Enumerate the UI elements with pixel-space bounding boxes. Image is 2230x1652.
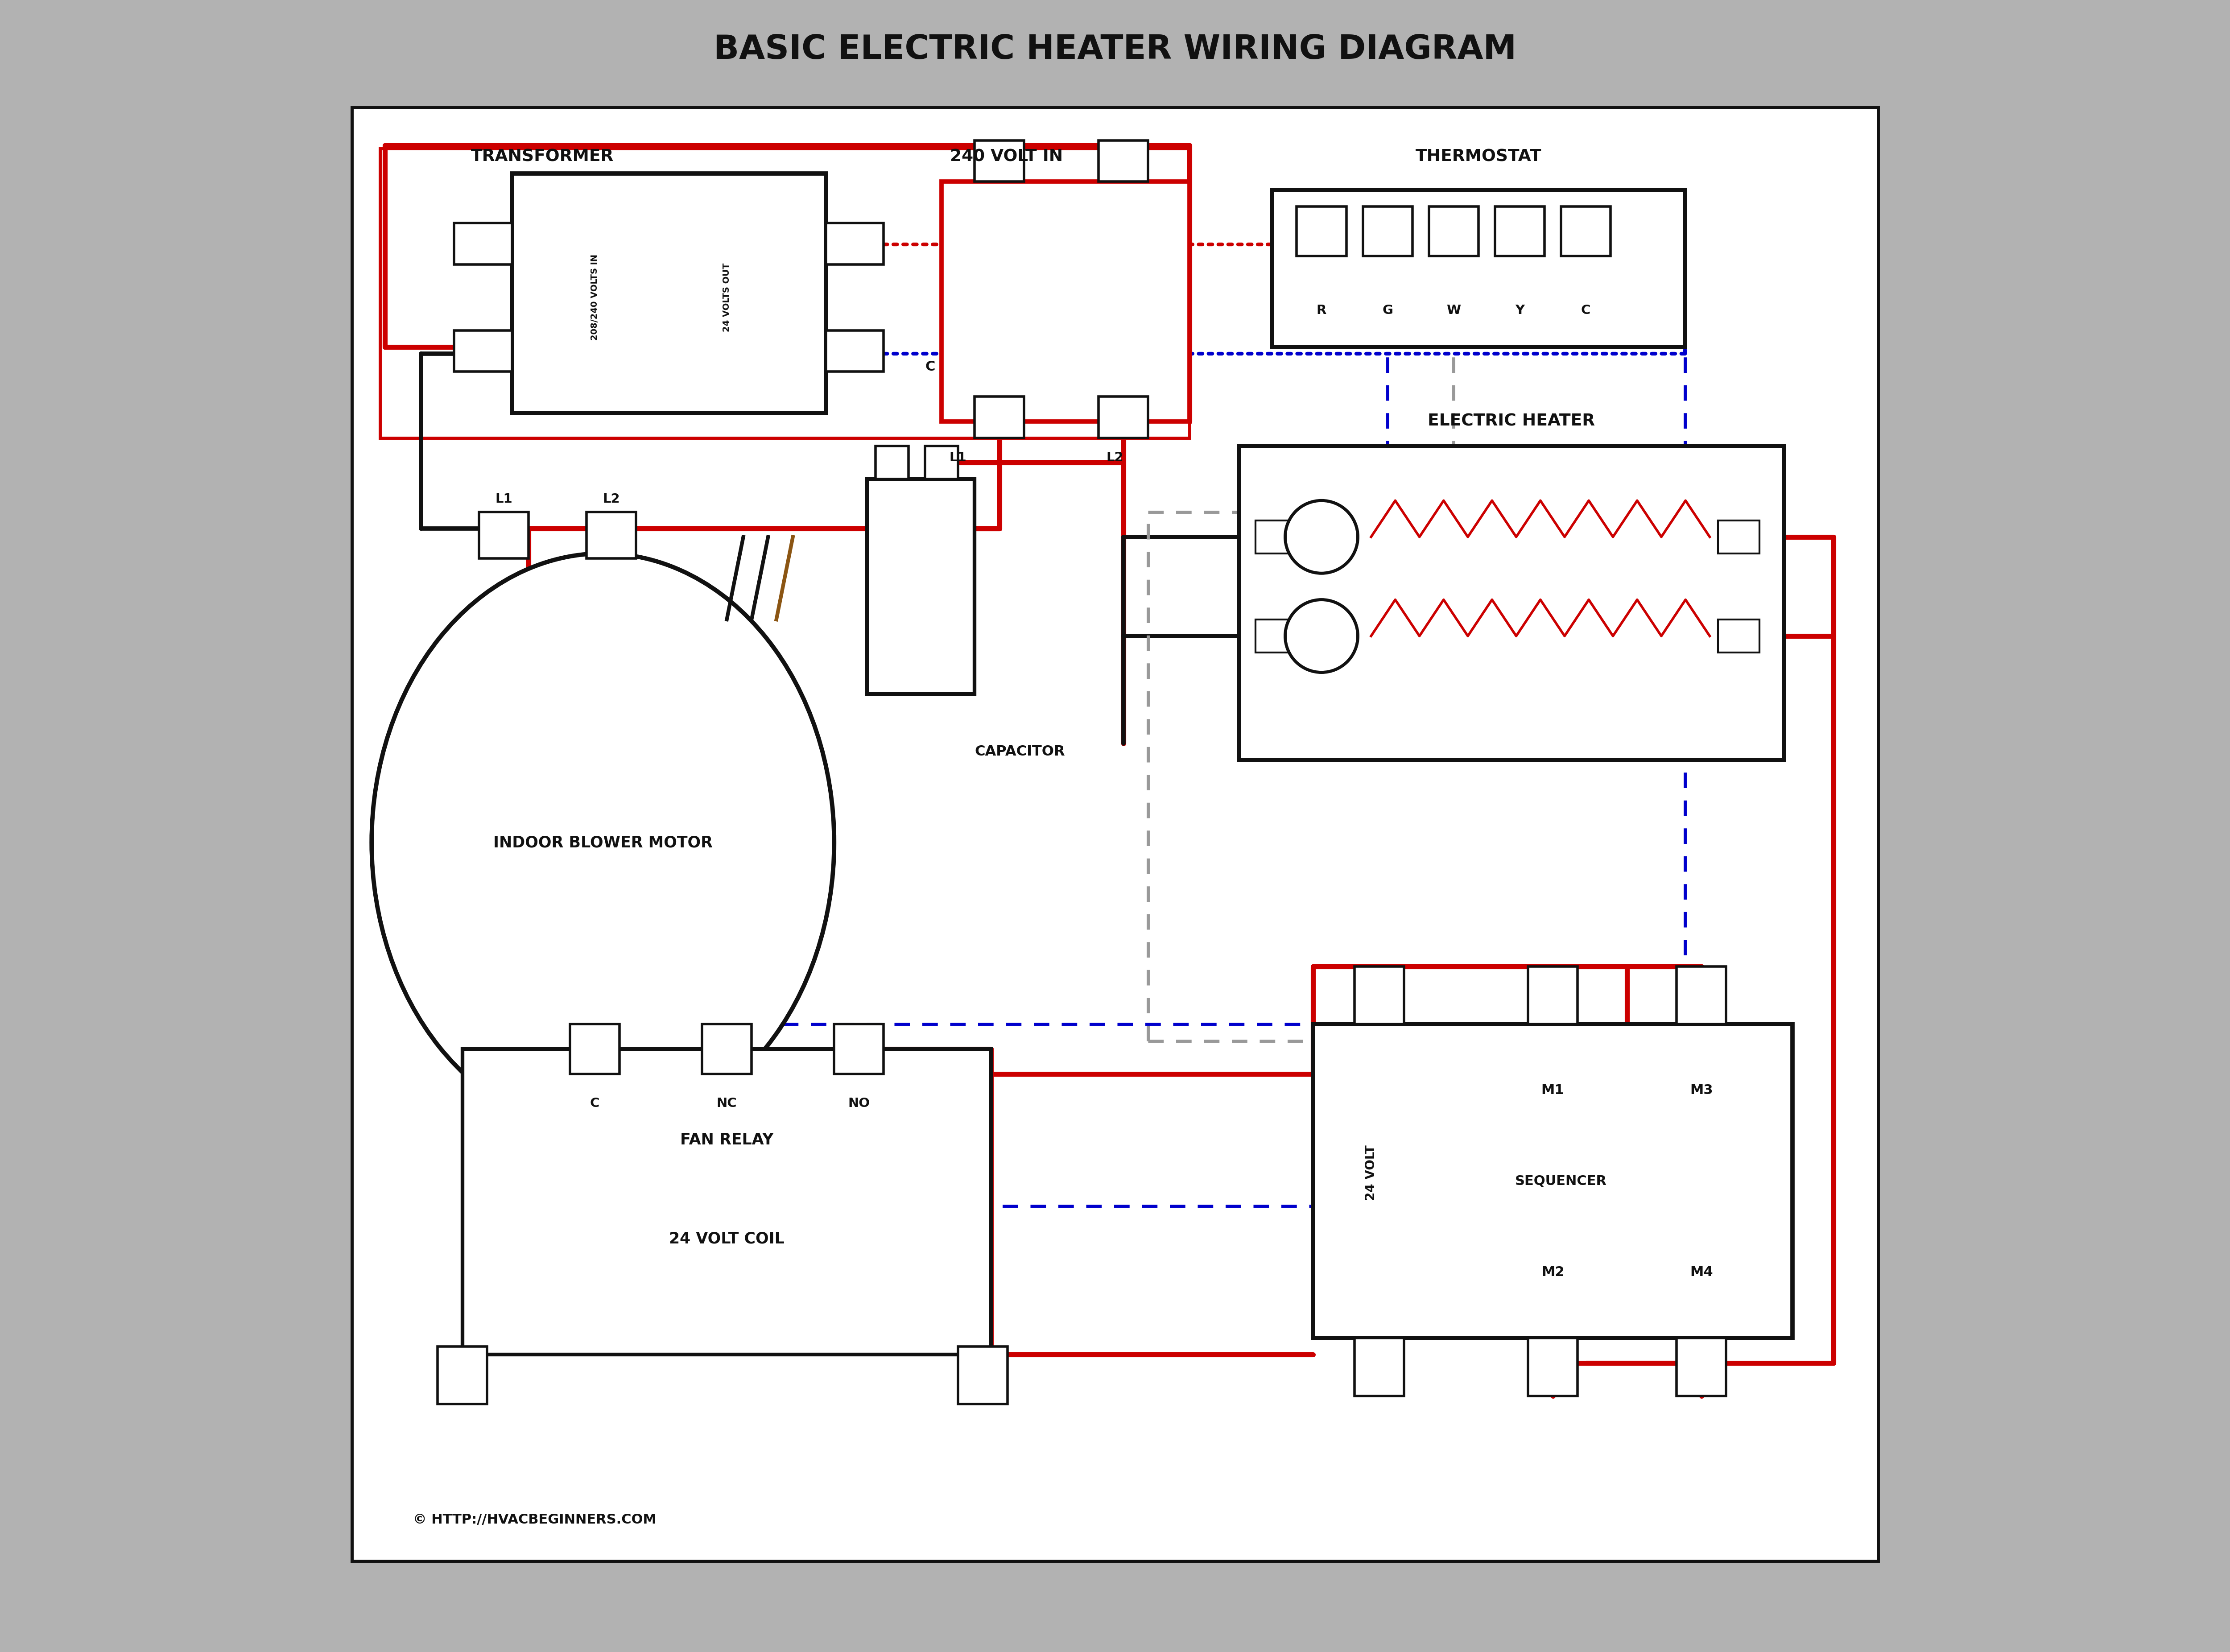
Bar [379,149,1189,438]
Text: 240 VOLT IN: 240 VOLT IN [950,149,1064,165]
Text: L2: L2 [602,492,620,506]
Text: M3: M3 [1690,1084,1713,1097]
Text: © HTTP://HVACBEGINNERS.COM: © HTTP://HVACBEGINNERS.COM [413,1513,656,1526]
Text: C: C [1581,304,1590,317]
Bar [876,446,908,479]
Bar [455,223,513,264]
Text: FAN RELAY: FAN RELAY [680,1132,774,1148]
Text: NO: NO [847,1097,870,1110]
Text: NC: NC [716,1097,736,1110]
Text: C: C [925,360,934,373]
Bar [1528,1338,1577,1396]
Bar [479,512,529,558]
Text: M2: M2 [1541,1265,1563,1279]
Bar [1677,966,1726,1024]
Bar [975,396,1024,438]
Bar [959,1346,1008,1404]
Bar [941,182,1189,421]
Text: INDOOR BLOWER MOTOR: INDOOR BLOWER MOTOR [493,834,714,851]
Text: L1: L1 [495,492,513,506]
Text: M1: M1 [1541,1084,1563,1097]
Text: THERMOSTAT: THERMOSTAT [1416,149,1541,165]
Bar [1240,446,1784,760]
Bar [975,140,1024,182]
Bar [455,330,513,372]
Bar [1313,1024,1793,1338]
Text: M4: M4 [1690,1265,1713,1279]
Bar [825,223,883,264]
Text: TRANSFORMER: TRANSFORMER [471,149,613,165]
Bar [1429,206,1478,256]
Circle shape [1284,501,1358,573]
Bar [1354,1338,1405,1396]
Bar [1354,966,1405,1024]
Text: SEQUENCER: SEQUENCER [1514,1175,1608,1188]
Bar [702,1024,752,1074]
Ellipse shape [372,553,834,1132]
Text: L2: L2 [1106,451,1124,464]
Bar [513,173,825,413]
Bar [462,1049,990,1355]
Bar [1255,620,1289,653]
Text: G: G [1383,304,1394,317]
Bar [1561,206,1610,256]
Text: BASIC ELECTRIC HEATER WIRING DIAGRAM: BASIC ELECTRIC HEATER WIRING DIAGRAM [714,33,1516,66]
Bar [925,446,959,479]
Text: C: C [591,1097,600,1110]
Bar [867,479,975,694]
Bar [586,512,636,558]
Text: CAPACITOR: CAPACITOR [975,745,1066,758]
Bar [1717,520,1759,553]
Bar [1363,206,1412,256]
Text: R: R [1316,304,1327,317]
Bar [1255,520,1289,553]
Bar [1099,140,1148,182]
Text: 24 VOLT: 24 VOLT [1365,1145,1378,1201]
Bar [352,107,1878,1561]
Bar [825,330,883,372]
Bar [1494,206,1545,256]
Text: 24 VOLTS OUT: 24 VOLTS OUT [723,263,731,332]
Circle shape [1284,600,1358,672]
Text: 208/240 VOLTS IN: 208/240 VOLTS IN [591,254,600,340]
Bar [1099,396,1148,438]
Bar [571,1024,620,1074]
Bar [1528,966,1577,1024]
Text: W: W [1447,304,1461,317]
Text: 24 VOLT COIL: 24 VOLT COIL [669,1231,785,1247]
Bar [1717,620,1759,653]
Text: ELECTRIC HEATER: ELECTRIC HEATER [1427,413,1594,430]
Bar [1677,1338,1726,1396]
Bar [834,1024,883,1074]
Text: L1: L1 [950,451,966,464]
Bar [437,1346,486,1404]
Bar [1271,190,1686,347]
Bar [1296,206,1347,256]
Text: Y: Y [1514,304,1525,317]
